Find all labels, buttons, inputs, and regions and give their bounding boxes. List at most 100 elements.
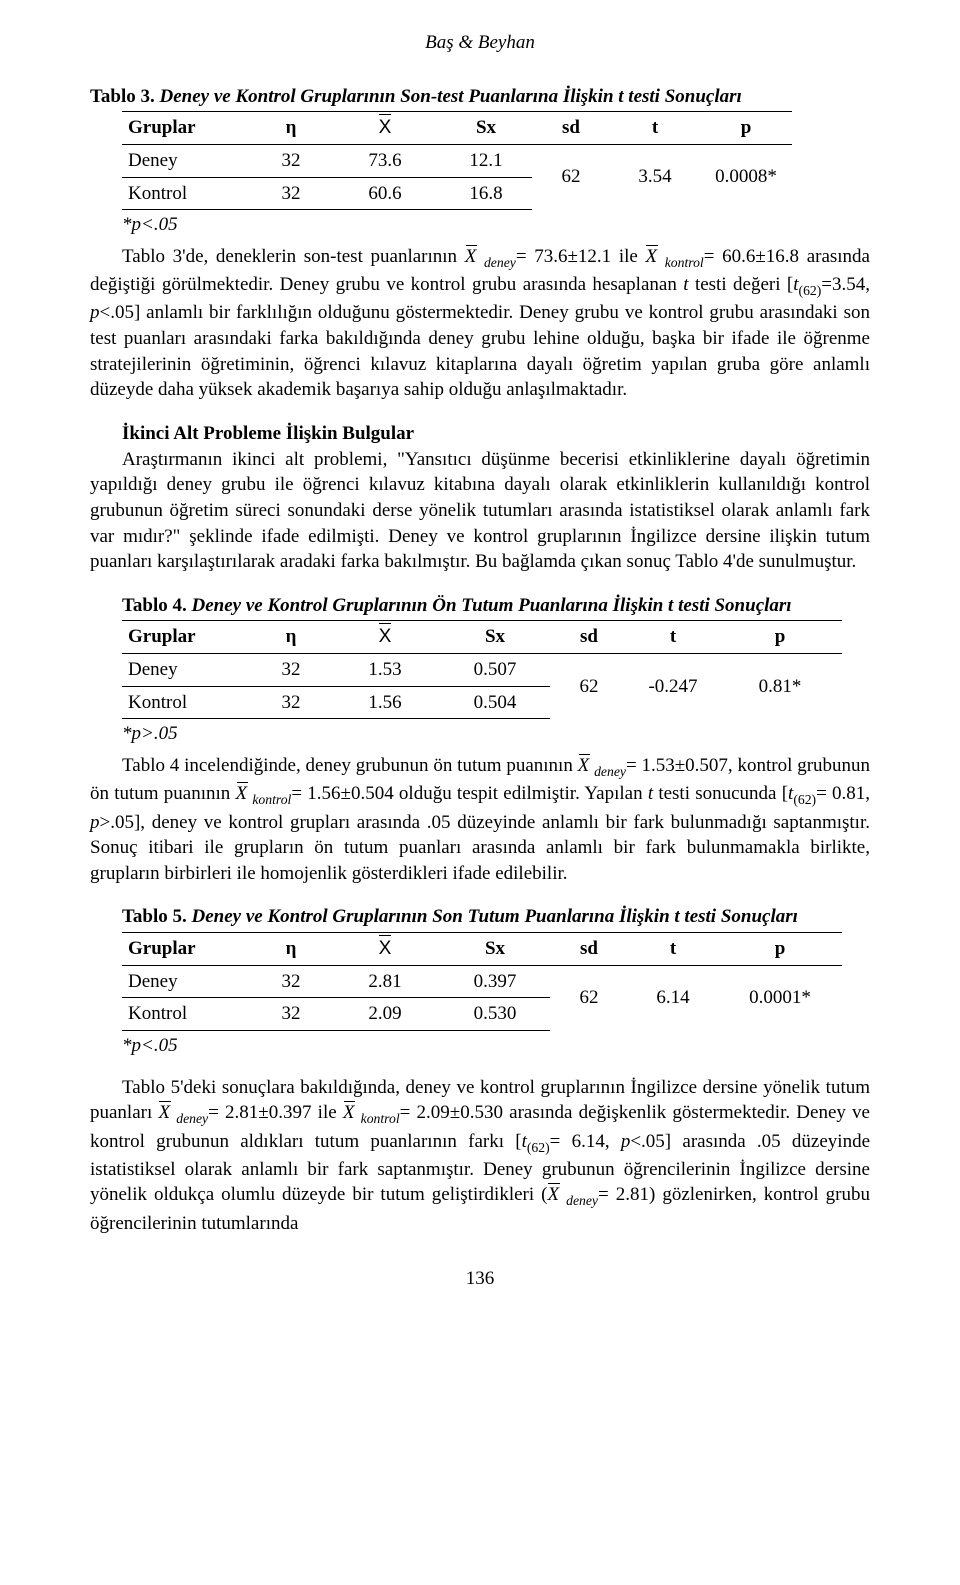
text: = xyxy=(208,1102,225,1123)
table4-title: Tablo 4. Deney ve Kontrol Gruplarının Ön… xyxy=(90,593,870,619)
table4-row-deney: Deney 32 1.53 0.507 62 -0.247 0.81* xyxy=(122,654,842,687)
th-gruplar: Gruplar xyxy=(122,621,252,654)
table5-title: Tablo 5. Deney ve Kontrol Gruplarının So… xyxy=(90,904,870,930)
text: = xyxy=(626,755,642,776)
cell: 60.6 xyxy=(330,177,440,210)
cell: Kontrol xyxy=(122,686,252,719)
text: testi sonucunda [ xyxy=(653,783,788,804)
th-t: t xyxy=(628,621,718,654)
text: 2.81±0.397 ile xyxy=(225,1102,343,1123)
sub: (62) xyxy=(527,1139,550,1154)
cell: 6.14 xyxy=(628,965,718,1030)
text: = 0.81, xyxy=(816,783,870,804)
th-sx: Sx xyxy=(440,112,532,145)
table5-caption-text: Deney ve Kontrol Gruplarının Son Tutum P… xyxy=(192,906,798,927)
th-sx: Sx xyxy=(440,621,550,654)
cell: 0.507 xyxy=(440,654,550,687)
cell: 62 xyxy=(550,965,628,1030)
text: >.05], deney ve kontrol grupları arasınd… xyxy=(90,812,870,884)
text: =3.54, xyxy=(821,274,870,295)
text: = 6.14, xyxy=(550,1131,621,1152)
th-sd: sd xyxy=(532,112,610,145)
cell: 2.81 xyxy=(330,965,440,998)
th-n: η xyxy=(252,621,330,654)
xbar-symbol: X xyxy=(236,781,248,807)
th-gruplar: Gruplar xyxy=(122,112,252,145)
cell: 32 xyxy=(252,686,330,719)
heading-second-problem: İkinci Alt Probleme İlişkin Bulgular xyxy=(90,421,870,447)
cell: 0.0001* xyxy=(718,965,842,1030)
table4-pnote: *p>.05 xyxy=(122,721,870,747)
th-x: X xyxy=(330,112,440,145)
text: testi değeri [ xyxy=(689,274,794,295)
sub: deney xyxy=(176,1111,208,1126)
table5: Gruplar η X Sx sd t p Deney 32 2.81 0.39… xyxy=(122,932,842,1031)
text: = xyxy=(704,246,722,267)
paragraph-1: Tablo 3'de, deneklerin son-test puanları… xyxy=(90,244,870,403)
sub: (62) xyxy=(799,283,822,298)
xbar-symbol: X xyxy=(645,244,657,270)
text: = xyxy=(291,783,307,804)
th-p: p xyxy=(718,933,842,966)
cell: 0.504 xyxy=(440,686,550,719)
th-p: p xyxy=(718,621,842,654)
heading-text: İkinci Alt Probleme İlişkin Bulgular xyxy=(122,423,414,444)
xbar-symbol: X xyxy=(578,753,590,779)
p-symbol: p xyxy=(90,302,100,323)
sub: deney xyxy=(566,1193,598,1208)
cell: 0.397 xyxy=(440,965,550,998)
cell: 16.8 xyxy=(440,177,532,210)
cell: 32 xyxy=(252,654,330,687)
th-t: t xyxy=(610,112,700,145)
table4-caption-text: Deney ve Kontrol Gruplarının Ön Tutum Pu… xyxy=(192,595,792,616)
text: = xyxy=(598,1184,616,1205)
cell: 1.56 xyxy=(330,686,440,719)
cell: 32 xyxy=(252,144,330,177)
text: Tablo 4 incelendiğinde, deney grubunun ö… xyxy=(122,755,578,776)
sub: deney xyxy=(594,764,626,779)
cell: -0.247 xyxy=(628,654,718,719)
xbar-symbol: X xyxy=(158,1100,170,1126)
table5-header-row: Gruplar η X Sx sd t p xyxy=(122,933,842,966)
th-sd: sd xyxy=(550,621,628,654)
th-sd: sd xyxy=(550,933,628,966)
table5-label: Tablo 5. xyxy=(122,906,187,927)
cell: 3.54 xyxy=(610,144,700,209)
cell: 73.6 xyxy=(330,144,440,177)
cell: 1.53 xyxy=(330,654,440,687)
table3-pnote: *p<.05 xyxy=(122,212,870,238)
th-p: p xyxy=(700,112,792,145)
th-x: X xyxy=(330,621,440,654)
xbar-symbol: X xyxy=(343,1100,355,1126)
text: 73.6±12.1 ile xyxy=(534,246,645,267)
cell: 0.530 xyxy=(440,998,550,1031)
table4-label: Tablo 4. xyxy=(122,595,187,616)
table3-header-row: Gruplar η X Sx sd t p xyxy=(122,112,792,145)
sub: kontrol xyxy=(361,1111,400,1126)
sub: (62) xyxy=(793,792,816,807)
cell: 12.1 xyxy=(440,144,532,177)
cell: 32 xyxy=(252,965,330,998)
cell: Deney xyxy=(122,654,252,687)
th-t: t xyxy=(628,933,718,966)
paragraph-4: Tablo 5'deki sonuçlara bakıldığında, den… xyxy=(90,1075,870,1237)
text: = xyxy=(516,246,534,267)
th-sx: Sx xyxy=(440,933,550,966)
sub: kontrol xyxy=(252,792,291,807)
authors-line: Baş & Beyhan xyxy=(90,30,870,56)
cell: 0.81* xyxy=(718,654,842,719)
cell: 62 xyxy=(550,654,628,719)
paragraph-2: Araştırmanın ikinci alt problemi, "Yansı… xyxy=(90,447,870,575)
text: Tablo 3'de, deneklerin son-test puanları… xyxy=(122,246,465,267)
table4: Gruplar η X Sx sd t p Deney 32 1.53 0.50… xyxy=(122,620,842,719)
th-gruplar: Gruplar xyxy=(122,933,252,966)
sub: deney xyxy=(484,255,516,270)
table3-label: Tablo 3. xyxy=(90,86,155,107)
sub: kontrol xyxy=(665,255,704,270)
paragraph-3: Tablo 4 incelendiğinde, deney grubunun ö… xyxy=(90,753,870,886)
table5-row-deney: Deney 32 2.81 0.397 62 6.14 0.0001* xyxy=(122,965,842,998)
p-symbol: p xyxy=(90,812,100,833)
cell: 32 xyxy=(252,998,330,1031)
text: <.05] anlamlı bir farklılığın olduğunu g… xyxy=(90,302,870,400)
p-symbol: p xyxy=(621,1131,631,1152)
